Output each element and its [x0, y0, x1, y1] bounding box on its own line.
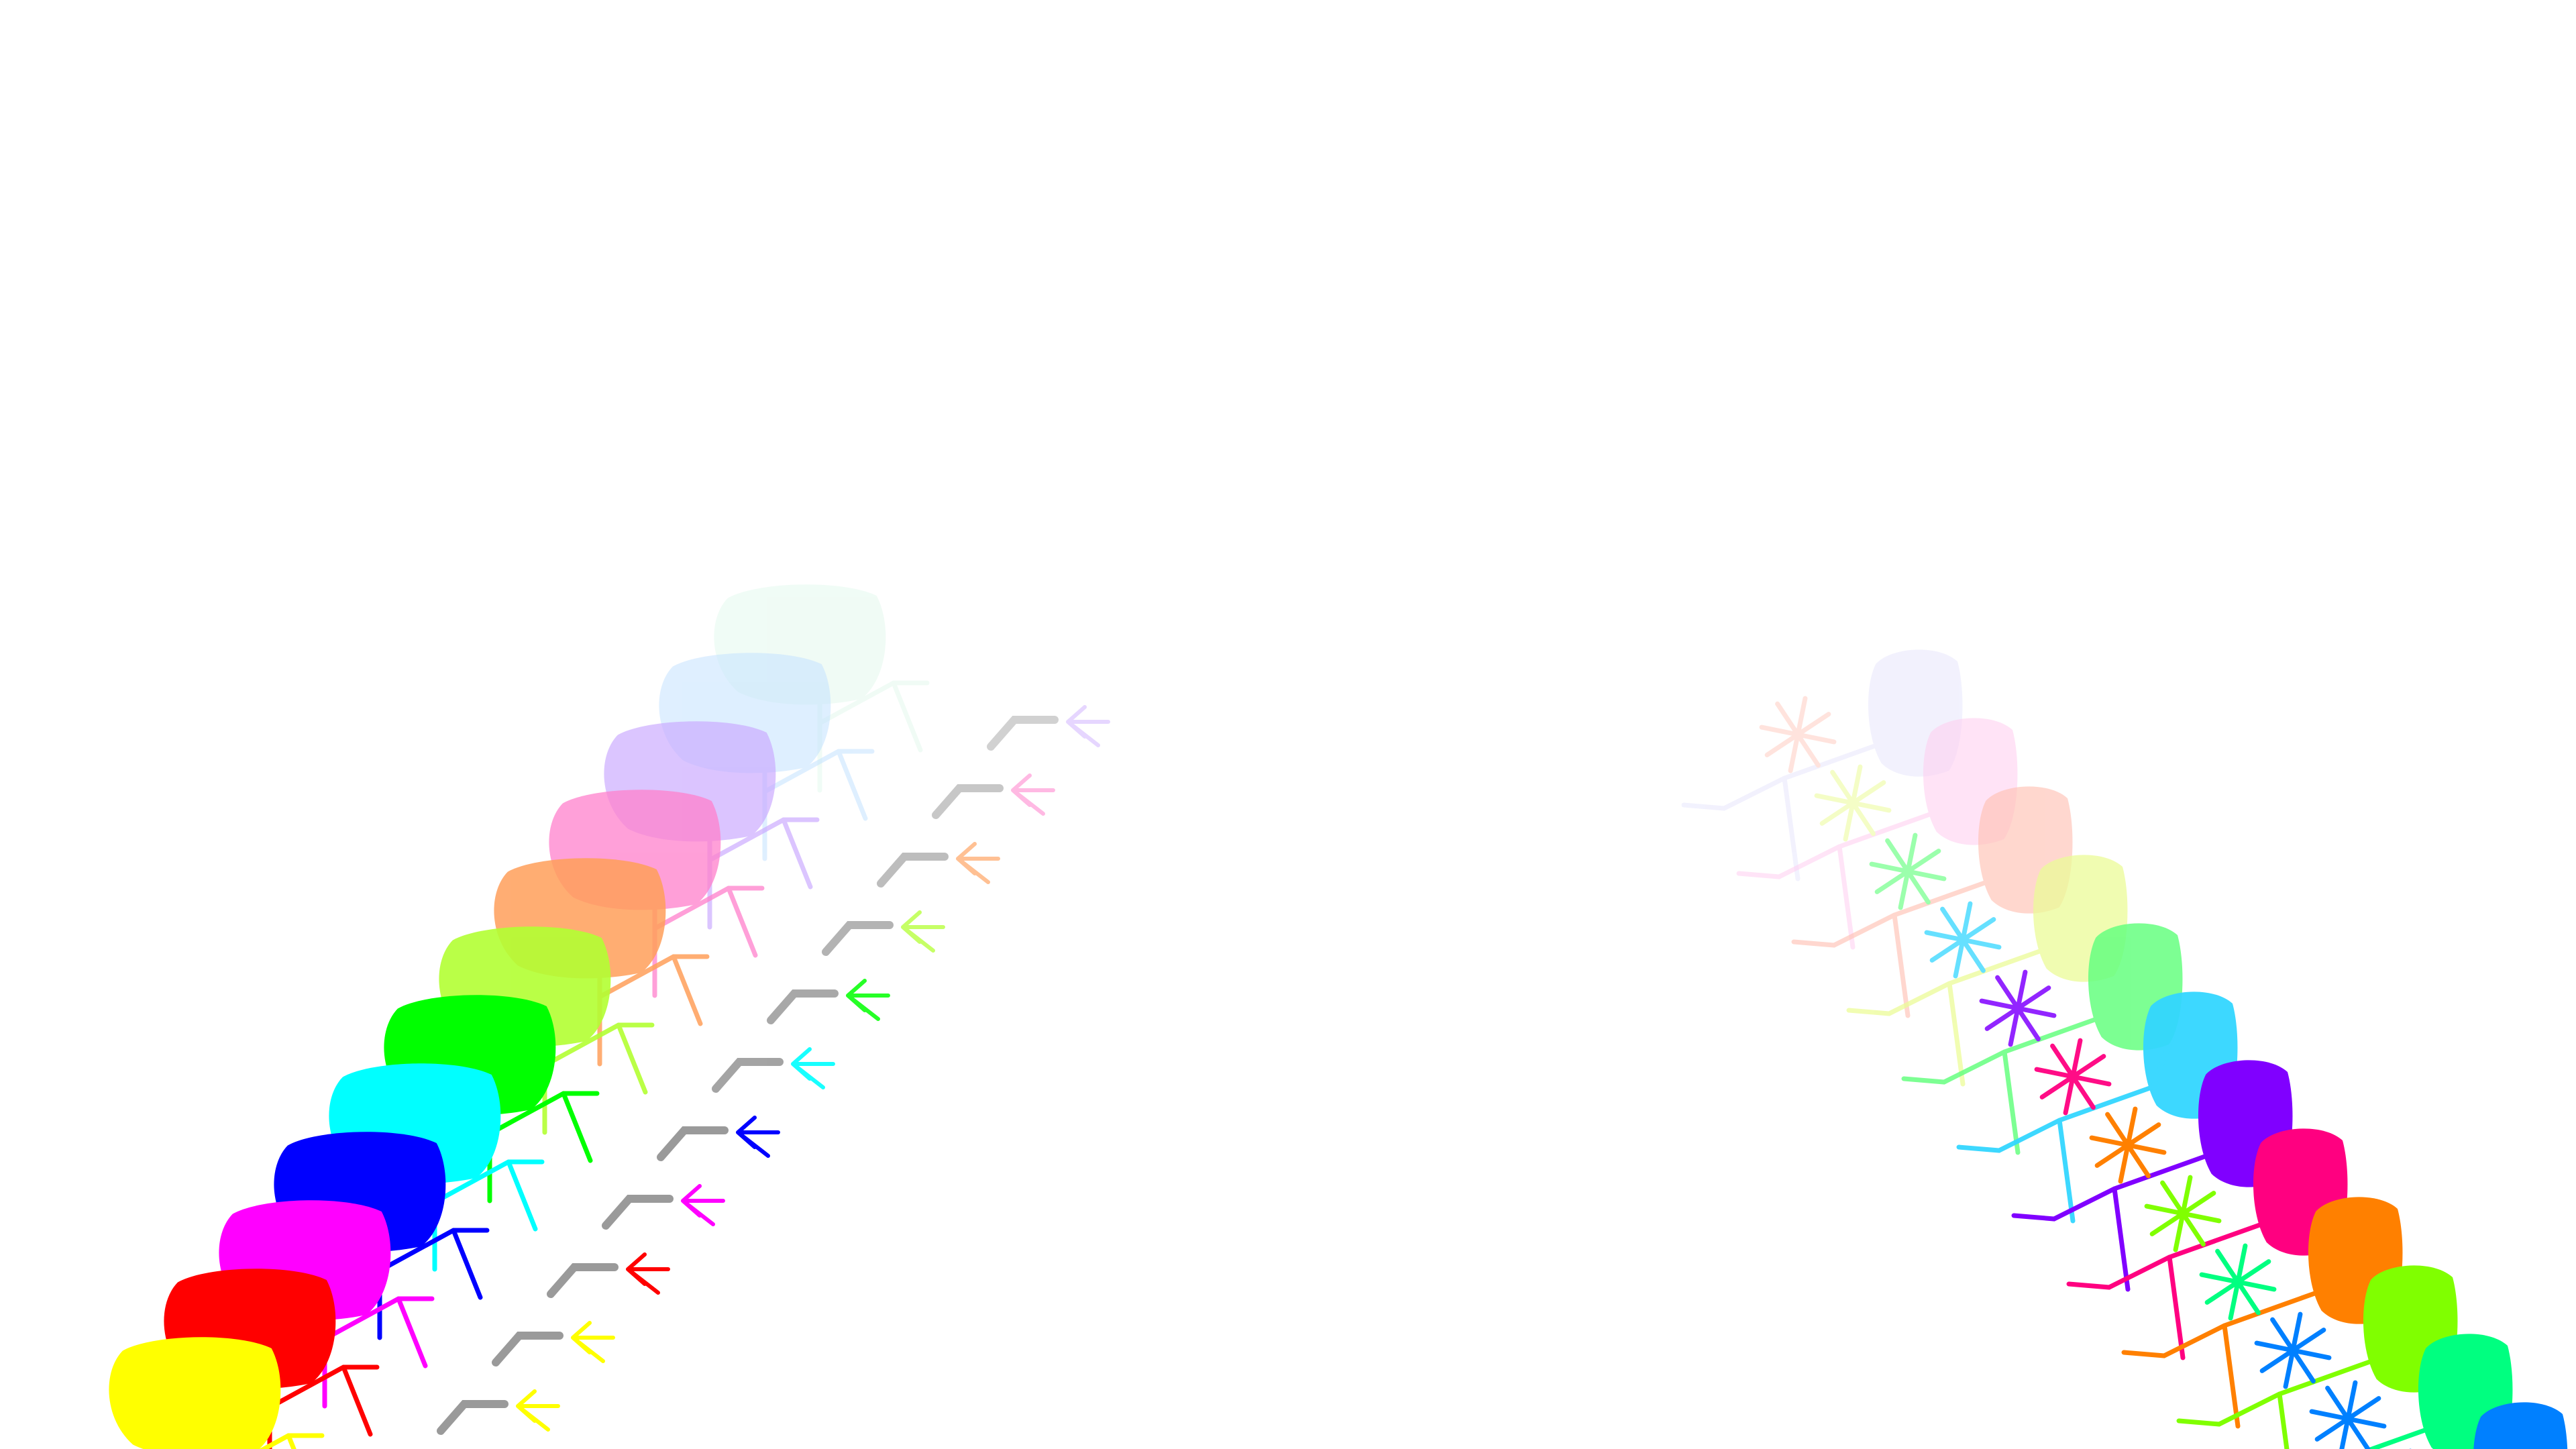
figure-burst	[1979, 969, 2057, 1047]
right-figure	[2176, 1265, 2458, 1449]
figure-stick	[932, 784, 1004, 819]
figure-body	[2365, 1373, 2451, 1449]
figure-body	[1681, 688, 1901, 881]
figure-stick	[657, 1126, 729, 1161]
figure-hand	[901, 910, 945, 953]
figure-body	[1956, 1030, 2176, 1224]
figure-stick	[547, 1263, 619, 1298]
figure-head	[109, 1337, 281, 1449]
figure-stick	[437, 1400, 508, 1435]
figure-body	[2066, 1167, 2286, 1360]
figure-hand	[1011, 773, 1055, 816]
figure-body	[212, 1419, 325, 1449]
right-figure	[1681, 649, 1963, 881]
figure-stick	[492, 1332, 564, 1366]
figure-hand	[681, 1184, 725, 1226]
figure-hand	[846, 979, 890, 1021]
figure-hand	[571, 1321, 615, 1363]
figure-body	[2121, 1236, 2341, 1429]
figure-burst	[1814, 764, 1892, 842]
figure-hand	[736, 1116, 780, 1158]
left-figure	[109, 1337, 325, 1449]
figure-hand	[626, 1252, 670, 1295]
figure-burst	[2199, 1243, 2277, 1321]
left-figure-column	[109, 584, 1110, 1449]
right-figure	[2409, 1402, 2568, 1449]
figure-stick	[877, 853, 949, 888]
figure-head	[2473, 1402, 2568, 1449]
figure-burst	[2034, 1038, 2112, 1116]
figure-stick	[602, 1195, 674, 1230]
figure-hand	[956, 842, 1000, 884]
figure-body	[2011, 1099, 2231, 1292]
figure-burst	[1924, 901, 2002, 979]
figure-stick	[767, 989, 839, 1024]
figure-burst	[2144, 1175, 2222, 1252]
figure-burst	[2254, 1311, 2332, 1389]
figure-hand	[791, 1047, 835, 1089]
figure-body	[1901, 962, 2121, 1155]
figure-stick	[987, 716, 1059, 751]
figure-burst	[1759, 696, 1837, 773]
figure-hand	[516, 1389, 560, 1432]
figure-body	[1791, 825, 2011, 1018]
figure-body	[1846, 894, 2066, 1087]
figure-stick	[712, 1058, 784, 1093]
right-figure-column	[1681, 649, 2568, 1449]
figure-body	[2176, 1304, 2396, 1449]
figure-stick	[822, 921, 894, 956]
figure-burst	[2309, 1380, 2387, 1449]
figure-hand	[1066, 705, 1110, 747]
figure-burst	[1869, 833, 1947, 910]
figure-body	[1736, 757, 1956, 950]
figure-burst	[2089, 1106, 2167, 1184]
